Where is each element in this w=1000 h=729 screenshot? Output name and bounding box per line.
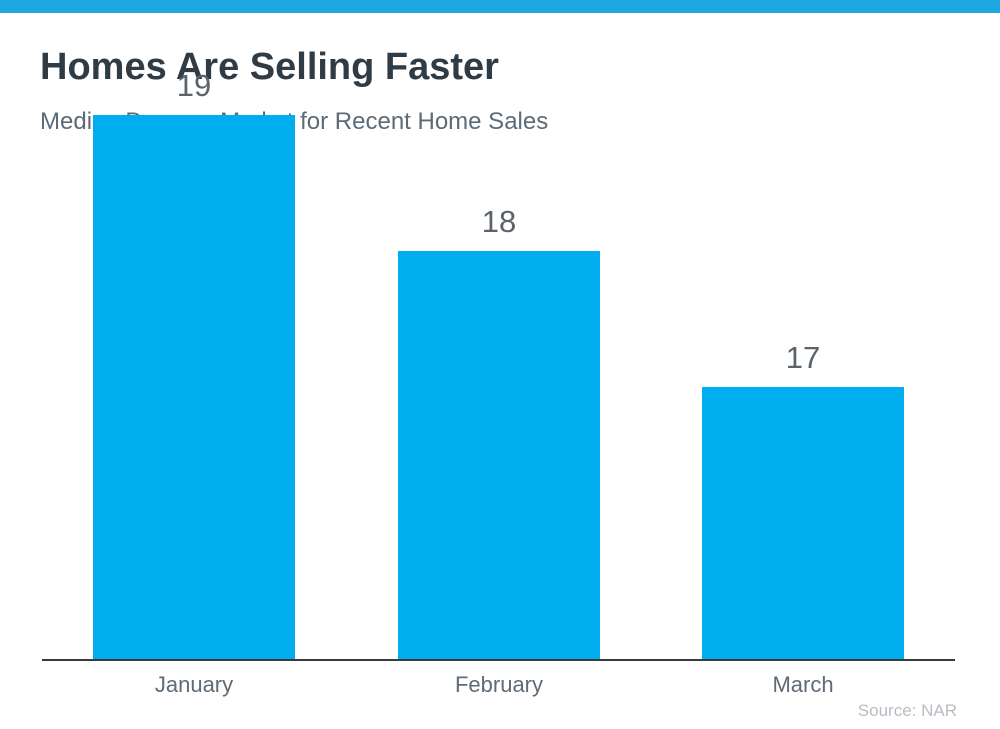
bar-february	[398, 251, 600, 659]
x-axis-label-february: February	[454, 672, 544, 697]
source-note: Source: NAR	[857, 701, 957, 720]
x-axis-label-march: March	[772, 672, 834, 697]
bar-value-label-january: 19	[176, 68, 212, 103]
bar-value-label-february: 18	[481, 204, 517, 239]
bar-value-label-march: 17	[785, 340, 821, 375]
bar-january	[93, 115, 295, 659]
top-accent-band	[0, 0, 1000, 13]
x-axis-line	[42, 659, 955, 661]
chart-title: Homes Are Selling Faster	[40, 46, 499, 88]
x-axis-label-january: January	[154, 672, 234, 697]
bar-march	[702, 387, 904, 659]
